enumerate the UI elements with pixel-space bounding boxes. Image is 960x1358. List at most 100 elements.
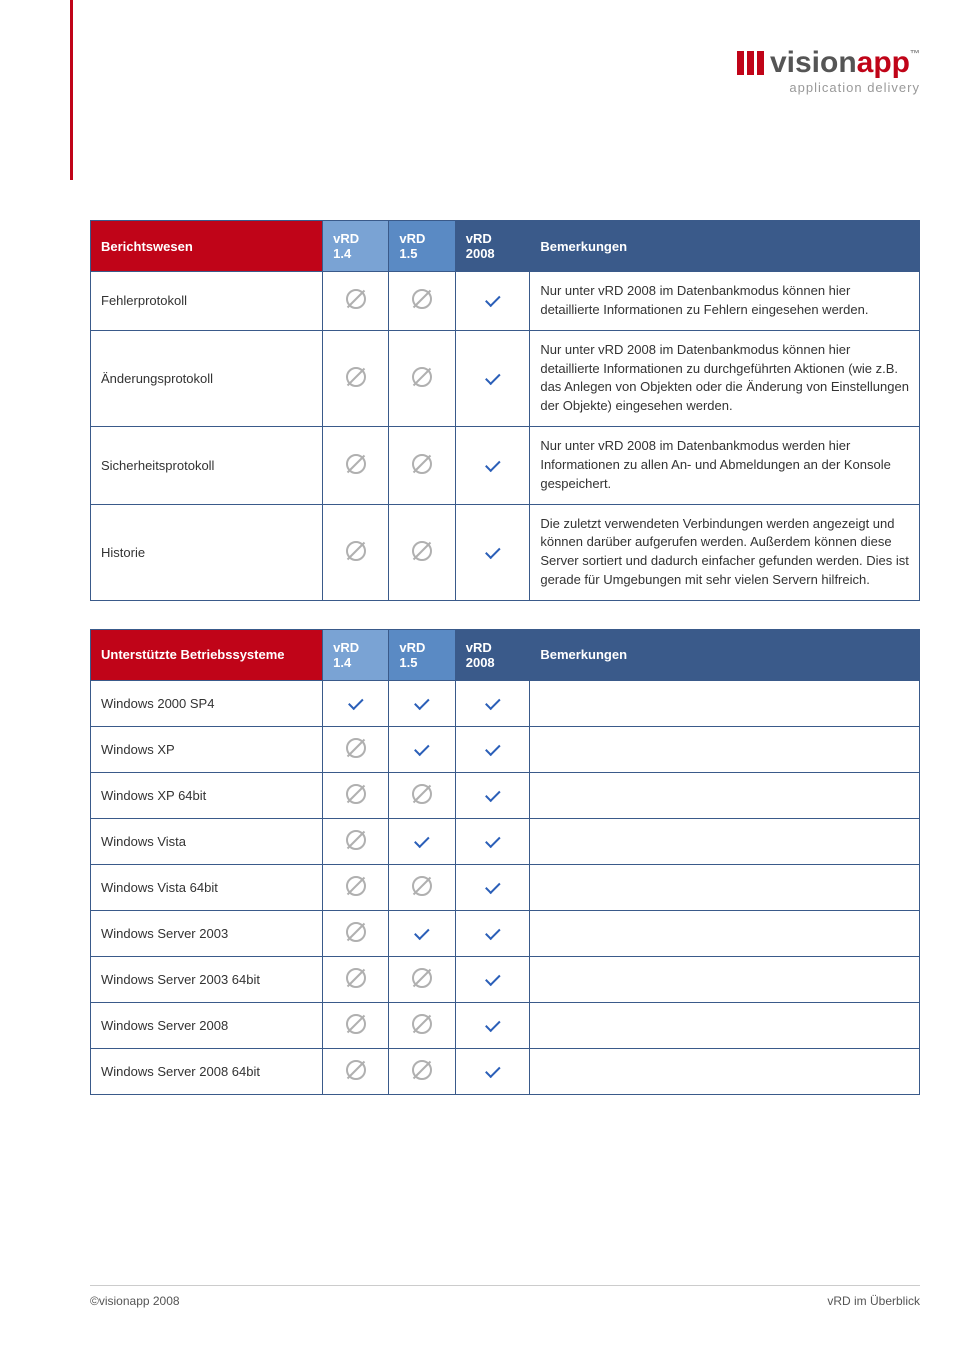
row-name: Windows Server 2008 xyxy=(91,1002,323,1048)
prohibit-icon xyxy=(346,541,366,561)
prohibit-icon xyxy=(346,1060,366,1080)
cell-remarks xyxy=(530,726,920,772)
table-row: ÄnderungsprotokollNur unter vRD 2008 im … xyxy=(91,330,920,426)
cell-v14 xyxy=(323,726,389,772)
cell-remarks: Nur unter vRD 2008 im Datenbankmodus kön… xyxy=(530,330,920,426)
logo-tm: ™ xyxy=(910,49,920,60)
th-v15: vRD 1.5 xyxy=(389,221,455,272)
cell-v14 xyxy=(323,272,389,331)
cell-v14 xyxy=(323,864,389,910)
prohibit-icon xyxy=(412,454,432,474)
table-betriebssysteme: Unterstützte Betriebssysteme vRD 1.4 vRD… xyxy=(90,629,920,1095)
cell-remarks xyxy=(530,818,920,864)
prohibit-icon xyxy=(346,830,366,850)
footer: ©visionapp 2008 vRD im Überblick xyxy=(90,1285,920,1308)
cell-v14 xyxy=(323,504,389,600)
cell-remarks xyxy=(530,910,920,956)
cell-v15 xyxy=(389,864,455,910)
side-red-bar xyxy=(70,0,73,180)
prohibit-icon xyxy=(412,1060,432,1080)
table-row: FehlerprotokollNur unter vRD 2008 im Dat… xyxy=(91,272,920,331)
cell-remarks xyxy=(530,772,920,818)
cell-v2008 xyxy=(455,956,530,1002)
th-v14: vRD 1.4 xyxy=(323,221,389,272)
cell-v15 xyxy=(389,818,455,864)
cell-v15 xyxy=(389,272,455,331)
logo-tagline: application delivery xyxy=(737,80,920,95)
prohibit-icon xyxy=(346,784,366,804)
th-rem: Bemerkungen xyxy=(530,221,920,272)
check-icon xyxy=(482,737,504,759)
cell-v14 xyxy=(323,1002,389,1048)
cell-v2008 xyxy=(455,818,530,864)
cell-v2008 xyxy=(455,864,530,910)
cell-v2008 xyxy=(455,1048,530,1094)
prohibit-icon xyxy=(346,367,366,387)
check-icon xyxy=(411,829,433,851)
cell-v14 xyxy=(323,772,389,818)
table-row: Windows Server 2003 xyxy=(91,910,920,956)
prohibit-icon xyxy=(346,738,366,758)
cell-remarks: Nur unter vRD 2008 im Datenbankmodus wer… xyxy=(530,427,920,505)
cell-v2008 xyxy=(455,726,530,772)
footer-left: ©visionapp 2008 xyxy=(90,1294,180,1308)
check-icon xyxy=(482,366,504,388)
row-name: Fehlerprotokoll xyxy=(91,272,323,331)
prohibit-icon xyxy=(412,367,432,387)
table-row: Windows 2000 SP4 xyxy=(91,680,920,726)
table-row: SicherheitsprotokollNur unter vRD 2008 i… xyxy=(91,427,920,505)
cell-remarks xyxy=(530,1002,920,1048)
check-icon xyxy=(482,691,504,713)
prohibit-icon xyxy=(412,784,432,804)
cell-v15 xyxy=(389,956,455,1002)
check-icon xyxy=(482,1059,504,1081)
cell-remarks xyxy=(530,680,920,726)
cell-v15 xyxy=(389,910,455,956)
cell-v15 xyxy=(389,772,455,818)
prohibit-icon xyxy=(346,1014,366,1034)
th-v2008: vRD 2008 xyxy=(455,221,530,272)
cell-remarks xyxy=(530,864,920,910)
check-icon xyxy=(482,453,504,475)
row-name: Windows Server 2003 64bit xyxy=(91,956,323,1002)
cell-remarks: Die zuletzt verwendeten Verbindungen wer… xyxy=(530,504,920,600)
cell-v14 xyxy=(323,330,389,426)
table-row: Windows XP 64bit xyxy=(91,772,920,818)
cell-v2008 xyxy=(455,272,530,331)
table-row: Historie Die zuletzt verwendeten Verbindu… xyxy=(91,504,920,600)
cell-v14 xyxy=(323,1048,389,1094)
logo: visionapp™ application delivery xyxy=(737,48,920,95)
cell-v14 xyxy=(323,680,389,726)
th-name: Unterstützte Betriebssysteme xyxy=(91,629,323,680)
cell-v2008 xyxy=(455,504,530,600)
row-name: Windows XP 64bit xyxy=(91,772,323,818)
check-icon xyxy=(482,783,504,805)
prohibit-icon xyxy=(346,289,366,309)
table-berichtswesen: Berichtswesen vRD 1.4 vRD 1.5 vRD 2008 B… xyxy=(90,220,920,601)
logo-word-app: app xyxy=(857,46,910,79)
prohibit-icon xyxy=(346,454,366,474)
row-name: Windows Vista 64bit xyxy=(91,864,323,910)
row-name: Historie xyxy=(91,504,323,600)
th-name: Berichtswesen xyxy=(91,221,323,272)
cell-v2008 xyxy=(455,427,530,505)
table-row: Windows Server 2003 64bit xyxy=(91,956,920,1002)
logo-bars-icon xyxy=(737,51,764,75)
table-row: Windows Server 2008 64bit xyxy=(91,1048,920,1094)
cell-v2008 xyxy=(455,910,530,956)
th-v2008: vRD 2008 xyxy=(455,629,530,680)
cell-v15 xyxy=(389,1048,455,1094)
table-row: Windows Server 2008 xyxy=(91,1002,920,1048)
cell-v15 xyxy=(389,726,455,772)
prohibit-icon xyxy=(412,876,432,896)
prohibit-icon xyxy=(346,922,366,942)
check-icon xyxy=(411,921,433,943)
cell-v14 xyxy=(323,818,389,864)
cell-v15 xyxy=(389,504,455,600)
prohibit-icon xyxy=(412,968,432,988)
cell-v15 xyxy=(389,680,455,726)
table-row: Windows Vista xyxy=(91,818,920,864)
cell-v2008 xyxy=(455,772,530,818)
row-name: Windows Server 2003 xyxy=(91,910,323,956)
cell-v14 xyxy=(323,427,389,505)
